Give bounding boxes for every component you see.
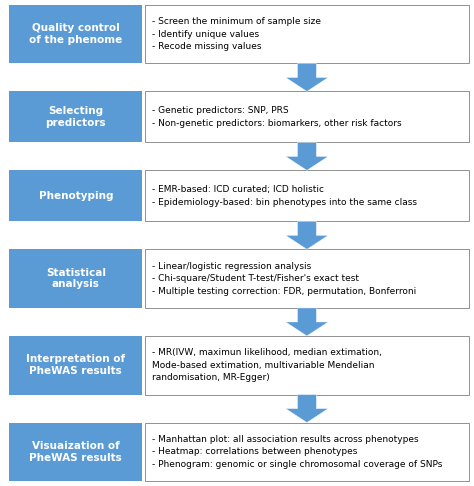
Text: Phenotyping: Phenotyping bbox=[38, 191, 113, 201]
FancyBboxPatch shape bbox=[145, 91, 469, 142]
Polygon shape bbox=[285, 395, 328, 422]
FancyBboxPatch shape bbox=[145, 249, 469, 308]
Text: - Linear/logistic regression analysis
- Chi-square/Student T-test/Fisher's exact: - Linear/logistic regression analysis - … bbox=[152, 261, 416, 295]
FancyBboxPatch shape bbox=[145, 171, 469, 221]
Text: - Screen the minimum of sample size
- Identify unique values
- Recode missing va: - Screen the minimum of sample size - Id… bbox=[152, 17, 321, 51]
FancyBboxPatch shape bbox=[9, 5, 142, 64]
Text: Interpretation of
PheWAS results: Interpretation of PheWAS results bbox=[26, 354, 126, 376]
FancyBboxPatch shape bbox=[145, 422, 469, 481]
Text: Visuaization of
PheWAS results: Visuaization of PheWAS results bbox=[29, 441, 122, 463]
Polygon shape bbox=[285, 142, 328, 171]
FancyBboxPatch shape bbox=[9, 422, 142, 481]
Text: - Manhattan plot: all association results across phenotypes
- Heatmap: correlati: - Manhattan plot: all association result… bbox=[152, 435, 442, 469]
FancyBboxPatch shape bbox=[145, 5, 469, 64]
Text: - MR(IVW, maximun likelihood, median extimation,
Mode-based extimation, multivar: - MR(IVW, maximun likelihood, median ext… bbox=[152, 348, 382, 382]
Text: - EMR-based: ICD curated; ICD holistic
- Epidemiology-based: bin phenotypes into: - EMR-based: ICD curated; ICD holistic -… bbox=[152, 185, 417, 207]
FancyBboxPatch shape bbox=[9, 91, 142, 142]
Text: Selecting
predictors: Selecting predictors bbox=[46, 106, 106, 128]
Text: Quality control
of the phenome: Quality control of the phenome bbox=[29, 23, 122, 45]
FancyBboxPatch shape bbox=[145, 336, 469, 395]
FancyBboxPatch shape bbox=[9, 249, 142, 308]
Polygon shape bbox=[285, 221, 328, 249]
Polygon shape bbox=[285, 64, 328, 91]
FancyBboxPatch shape bbox=[9, 336, 142, 395]
Polygon shape bbox=[285, 308, 328, 336]
FancyBboxPatch shape bbox=[9, 171, 142, 221]
Text: Statistical
analysis: Statistical analysis bbox=[46, 268, 106, 290]
Text: - Genetic predictors: SNP, PRS
- Non-genetic predictors: biomarkers, other risk : - Genetic predictors: SNP, PRS - Non-gen… bbox=[152, 106, 401, 128]
